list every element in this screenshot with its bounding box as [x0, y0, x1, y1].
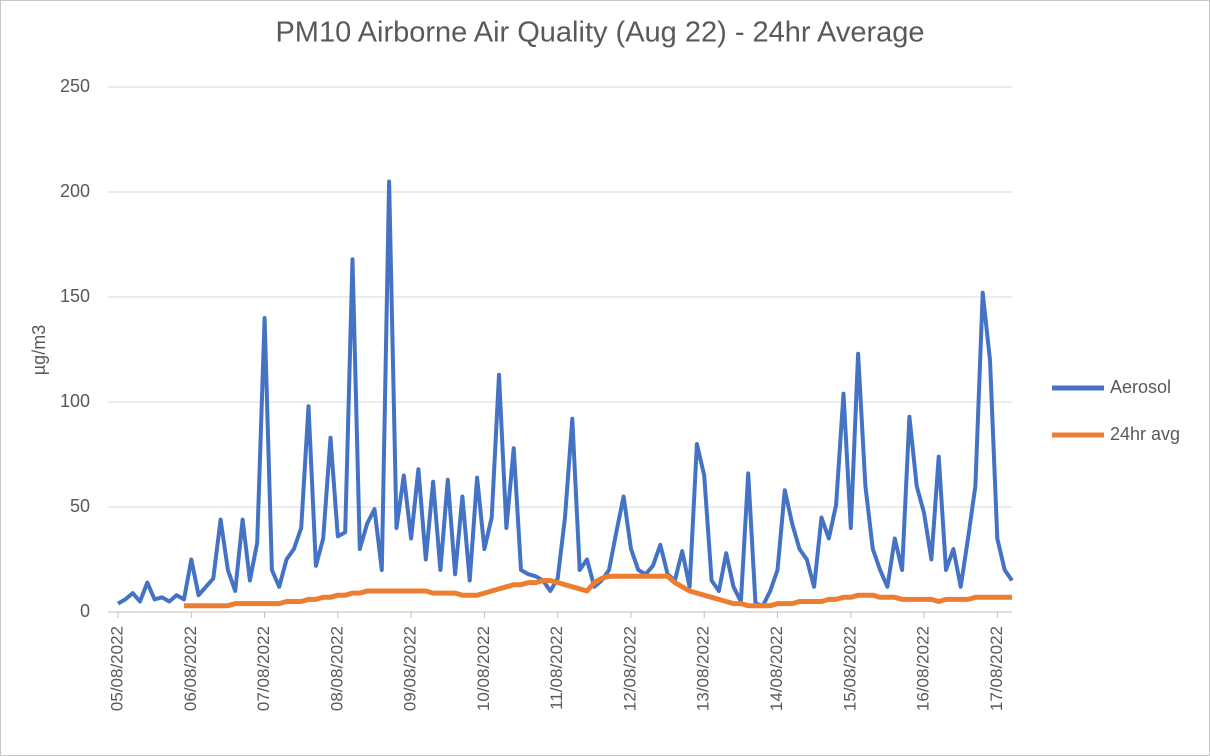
y-tick-label: 100 [60, 391, 90, 411]
series-line [184, 573, 1012, 609]
x-tick-label: 11/08/2022 [547, 626, 566, 710]
legend-label: Aerosol [1110, 377, 1171, 397]
x-tick-label: 06/08/2022 [181, 626, 200, 711]
x-tick-label: 17/08/2022 [987, 626, 1006, 711]
series-line [117, 179, 1014, 608]
x-tick-label: 10/08/2022 [474, 626, 493, 711]
x-tick-label: 05/08/2022 [107, 626, 126, 711]
y-tick-label: 250 [60, 76, 90, 96]
y-tick-label: 0 [80, 601, 90, 621]
x-tick-label: 13/08/2022 [694, 626, 713, 711]
y-tick-label: 200 [60, 181, 90, 201]
y-tick-label: 150 [60, 286, 90, 306]
x-tick-label: 14/08/2022 [767, 626, 786, 711]
y-tick-label: 50 [70, 496, 90, 516]
x-tick-label: 09/08/2022 [401, 626, 420, 711]
x-tick-label: 16/08/2022 [914, 626, 933, 711]
legend-label: 24hr avg [1110, 424, 1180, 444]
chart-title: PM10 Airborne Air Quality (Aug 22) - 24h… [275, 17, 924, 49]
x-tick-label: 15/08/2022 [840, 626, 859, 711]
x-tick-label: 12/08/2022 [620, 626, 639, 711]
x-tick-label: 08/08/2022 [327, 626, 346, 711]
x-tick-label: 07/08/2022 [254, 626, 273, 711]
y-axis-label: µg/m3 [29, 325, 49, 375]
